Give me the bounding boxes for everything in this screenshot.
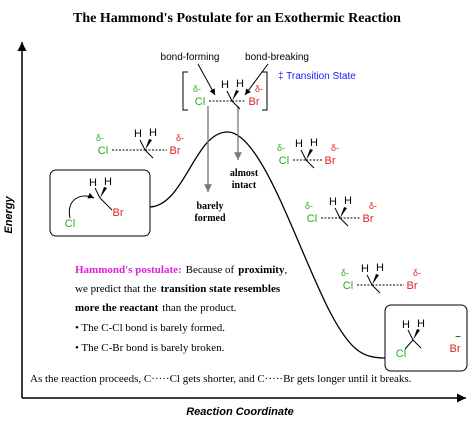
atom-label: Br: [325, 155, 336, 167]
atom-label: H: [310, 137, 318, 149]
annotation: almost: [230, 168, 259, 179]
wedge-bond: [413, 329, 420, 340]
footer: As the reaction proceeds, C·····Cl gets …: [30, 373, 412, 385]
wedge-bond: [100, 187, 107, 198]
bond: [231, 100, 241, 110]
bond: [407, 329, 414, 341]
atom-label: H: [329, 196, 337, 208]
bond: [139, 139, 146, 151]
atom-label: Cl: [65, 218, 75, 230]
hammond-line: Hammond's postulate: Because of proximity,: [75, 264, 287, 276]
wedge-bond: [340, 207, 347, 218]
wedge-bond: [232, 90, 239, 101]
atom-label: H: [376, 262, 384, 274]
atom-label: −: [455, 332, 461, 343]
atom-label: δ-: [341, 268, 349, 278]
text: proximity: [238, 264, 285, 276]
atom-label: H: [221, 79, 229, 91]
atom-label: Br: [450, 343, 461, 355]
hammond-term: Hammond's postulate:: [75, 264, 182, 276]
bond: [305, 159, 315, 169]
bullet: • The C-Cl bond is barely formed.: [75, 322, 225, 334]
ts-legend: ‡ Transition State: [278, 71, 356, 82]
atom-label: H: [344, 195, 352, 207]
y-axis-label: Energy: [3, 195, 15, 233]
atom-label: H: [104, 176, 112, 188]
atom-label: δ-: [413, 268, 421, 278]
text: more the reactant: [75, 302, 159, 314]
annotation: barely: [196, 201, 223, 212]
bond: [226, 90, 233, 102]
atom-label: δ-: [96, 133, 104, 143]
bond-forming-label: bond-forming: [161, 52, 220, 63]
atom-label: δ-: [277, 143, 285, 153]
atom-label: Br: [113, 207, 124, 219]
bond: [339, 217, 349, 227]
bond: [144, 149, 154, 159]
atom-label: δ-: [369, 201, 377, 211]
atom-label: Cl: [343, 280, 353, 292]
text: Because of: [186, 264, 235, 276]
arrow: [244, 63, 269, 96]
atom-label: Cl: [307, 213, 317, 225]
atom-label: H: [402, 319, 410, 331]
bond: [404, 339, 414, 350]
text: ,: [284, 264, 287, 276]
bond: [371, 284, 381, 294]
atom-label: H: [89, 177, 97, 189]
annotation: intact: [232, 180, 257, 191]
ts-bracket: [182, 71, 268, 111]
wedge-bond: [145, 139, 152, 150]
wedge-bond: [372, 274, 379, 285]
atom-label: Cl: [195, 96, 205, 108]
bond: [334, 207, 341, 219]
atom-label: δ-: [331, 143, 339, 153]
atom-label: Br: [407, 280, 418, 292]
atom-label: H: [295, 138, 303, 150]
atom-label: H: [417, 318, 425, 330]
energy-curve: [149, 131, 386, 359]
atom-label: δ-: [255, 84, 263, 94]
text: than the product.: [162, 302, 236, 314]
bond: [94, 187, 101, 199]
atom-label: H: [236, 78, 244, 90]
wedge-bond: [306, 149, 313, 160]
bond: [300, 149, 307, 161]
reactant-box: [49, 169, 151, 237]
atom-label: δ-: [305, 201, 313, 211]
bond-breaking-label: bond-breaking: [245, 52, 309, 63]
hammond-line: we predict that the transition state rese…: [75, 283, 281, 295]
hammond-line: more the reactant than the product.: [75, 302, 237, 314]
text: we predict that the: [75, 283, 157, 295]
atom-label: Cl: [396, 348, 406, 360]
bullet: • The C-Br bond is barely broken.: [75, 342, 225, 354]
bond: [107, 205, 113, 211]
bond: [366, 274, 373, 286]
atom-label: δ-: [193, 84, 201, 94]
atom-label: δ-: [176, 133, 184, 143]
annotation: formed: [194, 213, 226, 224]
atom-label: Br: [170, 145, 181, 157]
bond: [412, 339, 422, 349]
bond: [99, 197, 109, 207]
text: transition state resembles: [161, 283, 281, 295]
atom-label: Cl: [279, 155, 289, 167]
arrow: [197, 63, 216, 96]
title: The Hammond's Postulate for an Exothermi…: [73, 11, 401, 26]
curved-arrow: [68, 192, 95, 219]
atom-label: H: [149, 127, 157, 139]
atom-label: Br: [249, 96, 260, 108]
product-box: [384, 304, 468, 372]
x-axis-label: Reaction Coordinate: [186, 406, 294, 418]
atom-label: Cl: [98, 145, 108, 157]
atom-label: H: [361, 263, 369, 275]
atom-label: Br: [363, 213, 374, 225]
atom-label: H: [134, 128, 142, 140]
